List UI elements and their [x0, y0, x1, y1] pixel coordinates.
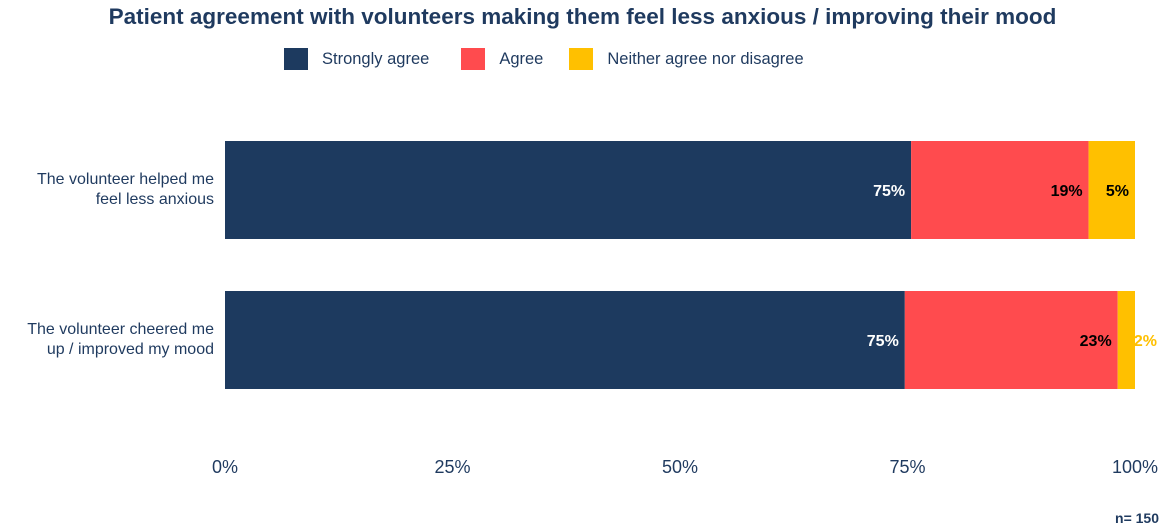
legend-item-strongly-agree: Strongly agree — [284, 48, 429, 70]
bar-segment-strongly-agree — [225, 141, 912, 239]
legend: Strongly agree Agree Neither agree nor d… — [284, 47, 804, 71]
legend-swatch-neither — [569, 48, 594, 70]
bar-segment-neither-agree-nor-disagree — [1117, 291, 1135, 389]
data-label-agree: 19% — [1051, 183, 1083, 200]
x-tick-label: 0% — [212, 457, 238, 477]
chart-title: Patient agreement with volunteers making… — [108, 4, 1057, 29]
category-label-line: up / improved my mood — [46, 341, 214, 358]
x-tick-label: 100% — [1112, 457, 1158, 477]
x-tick-label: 75% — [889, 457, 925, 477]
bar-segment-strongly-agree — [225, 291, 905, 389]
legend-item-agree: Agree — [461, 48, 543, 70]
bar-segment-agree — [911, 141, 1089, 239]
data-label-neither-agree-nor-disagree: 2% — [1134, 333, 1157, 350]
category-label-less-anxious: The volunteer helped me feel less anxiou… — [0, 170, 214, 210]
legend-label-agree: Agree — [499, 49, 544, 68]
data-label-strongly-agree: 75% — [867, 333, 899, 350]
legend-label-strongly-agree: Strongly agree — [322, 49, 430, 68]
data-label-agree: 23% — [1080, 333, 1112, 350]
legend-item-neither: Neither agree nor disagree — [569, 48, 804, 70]
data-label-strongly-agree: 75% — [873, 183, 905, 200]
legend-swatch-agree — [461, 48, 486, 70]
x-tick-label: 50% — [662, 457, 698, 477]
data-label-neither-agree-nor-disagree: 5% — [1106, 183, 1129, 200]
x-tick-label: 25% — [434, 457, 470, 477]
category-label-line: The volunteer cheered me — [27, 321, 214, 338]
category-label-cheered-up: The volunteer cheered me up / improved m… — [0, 320, 214, 360]
category-label-line: The volunteer helped me — [37, 171, 214, 188]
bar-segment-agree — [904, 291, 1118, 389]
bar-segment-neither-agree-nor-disagree — [1088, 141, 1135, 239]
sample-size-note: n= 150 — [1115, 510, 1159, 526]
legend-swatch-strongly-agree — [284, 48, 308, 70]
legend-label-neither: Neither agree nor disagree — [607, 49, 804, 68]
category-label-line: feel less anxious — [95, 191, 214, 208]
